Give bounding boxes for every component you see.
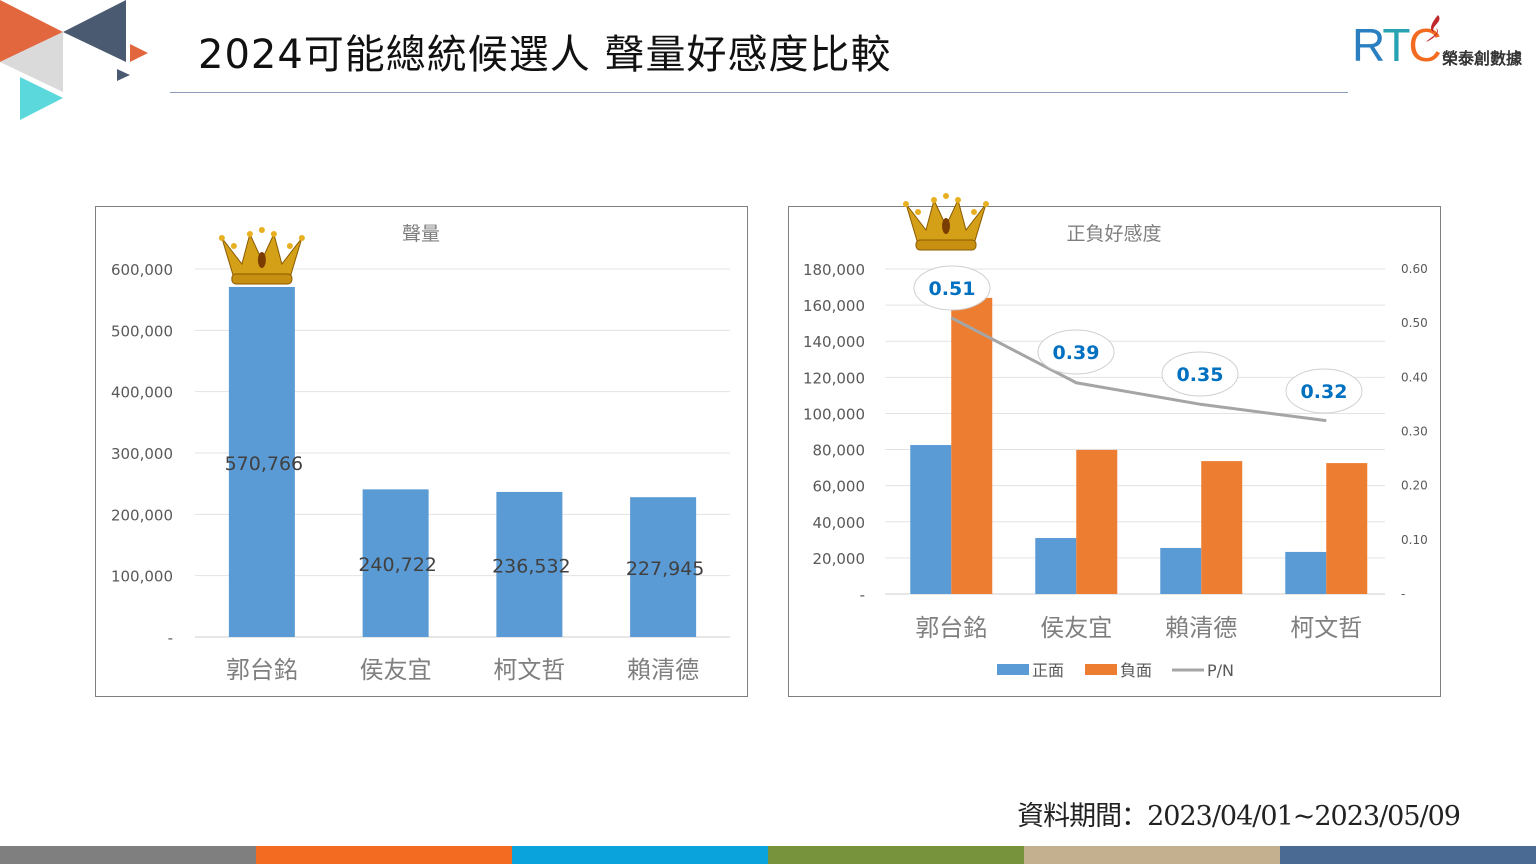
- crown-icon: [218, 227, 305, 285]
- pn-line: [950, 316, 1327, 423]
- bar: [496, 491, 563, 637]
- legend-swatch-negative: [1085, 664, 1117, 675]
- data-label: 227,945: [626, 558, 705, 580]
- x-tick-label: 柯文哲: [1290, 614, 1362, 642]
- strip-segment: [1024, 846, 1280, 864]
- bar: [228, 286, 295, 637]
- y-tick-label: 100,000: [111, 568, 173, 586]
- pn-label-bubble: [1161, 351, 1239, 397]
- negative-bar: [1076, 449, 1118, 594]
- y2-tick-label: 0.30: [1401, 425, 1428, 439]
- data-period: 資料期間：2023/04/01~2023/05/09: [1017, 801, 1461, 832]
- positive-bar: [910, 445, 952, 594]
- y-tick-label: 300,000: [111, 445, 173, 463]
- y-tick-label: 500,000: [111, 322, 173, 340]
- pn-label-bubble: [913, 265, 991, 311]
- positive-bar: [1035, 538, 1077, 594]
- strip-segment: [256, 846, 512, 864]
- x-tick-label: 郭台銘: [915, 614, 987, 642]
- x-tick-label: 侯友宜: [360, 656, 432, 684]
- flame-icon: [1426, 15, 1440, 42]
- y-tick-label: 200,000: [111, 506, 173, 524]
- pn-data-label: 0.35: [1177, 364, 1224, 386]
- y-tick-label: 40,000: [813, 514, 866, 532]
- chart-title: 聲量: [402, 223, 440, 245]
- x-tick-label: 賴清德: [1165, 614, 1237, 642]
- positive-bar: [1160, 547, 1202, 594]
- y-tick-label: 20,000: [813, 550, 866, 568]
- pn-data-label: 0.32: [1301, 381, 1348, 403]
- x-tick-label: 郭台銘: [226, 656, 298, 684]
- y-tick-label: -: [860, 586, 865, 604]
- strip-segment: [1280, 846, 1536, 864]
- strip-segment: [768, 846, 1024, 864]
- page-title: 2024可能總統候選人 聲量好感度比較: [198, 32, 892, 78]
- y-tick-label: 80,000: [813, 442, 866, 460]
- data-label: 236,532: [492, 555, 571, 577]
- y-tick-label: 120,000: [803, 369, 865, 387]
- legend-label: 負面: [1120, 661, 1152, 680]
- bar: [630, 497, 697, 637]
- crown-icon: [903, 193, 989, 251]
- strip-segment: [512, 846, 768, 864]
- y-tick-label: 60,000: [813, 478, 866, 496]
- y2-tick-label: 0.20: [1401, 479, 1428, 493]
- positive-bar: [1285, 551, 1327, 594]
- y-tick-label: 600,000: [111, 261, 173, 279]
- y2-tick-label: -: [1401, 587, 1405, 601]
- y-tick-label: 160,000: [803, 297, 865, 315]
- title-divider: [170, 92, 1348, 93]
- x-tick-label: 侯友宜: [1040, 614, 1112, 642]
- negative-bar: [1201, 461, 1243, 594]
- data-label: 570,766: [225, 453, 304, 475]
- legend-label: P/N: [1207, 661, 1234, 680]
- bottom-color-strip: [0, 846, 1536, 864]
- x-tick-label: 柯文哲: [493, 656, 565, 684]
- negative-bar: [1326, 463, 1368, 594]
- logo-cn-text: 榮泰創數據: [1442, 49, 1523, 68]
- strip-segment: [0, 846, 256, 864]
- pn-label-bubble: [1285, 368, 1363, 414]
- chart-title: 正負好感度: [1066, 223, 1161, 245]
- pn-label-bubble: [1037, 329, 1115, 375]
- corner-triangles-logo: [0, 0, 148, 120]
- data-label: 240,722: [358, 554, 437, 576]
- pn-data-label: 0.51: [929, 278, 976, 300]
- y-tick-label: 140,000: [803, 333, 865, 351]
- rtc-logo: RTC 榮泰創數據: [1352, 14, 1532, 74]
- y-tick-label: 100,000: [803, 405, 865, 423]
- legend-swatch-positive: [997, 664, 1029, 675]
- y2-tick-label: 0.60: [1401, 262, 1428, 276]
- pn-data-label: 0.39: [1053, 342, 1100, 364]
- y-tick-label: 400,000: [111, 384, 173, 402]
- y2-tick-label: 0.50: [1401, 316, 1428, 330]
- y2-tick-label: 0.10: [1401, 533, 1428, 547]
- y-tick-label: 180,000: [803, 261, 865, 279]
- y2-tick-label: 0.40: [1401, 370, 1428, 384]
- legend-label: 正面: [1032, 661, 1064, 680]
- y-tick-label: -: [168, 629, 173, 647]
- negative-bar: [951, 297, 993, 594]
- x-tick-label: 賴清德: [627, 656, 699, 684]
- bar: [362, 489, 429, 637]
